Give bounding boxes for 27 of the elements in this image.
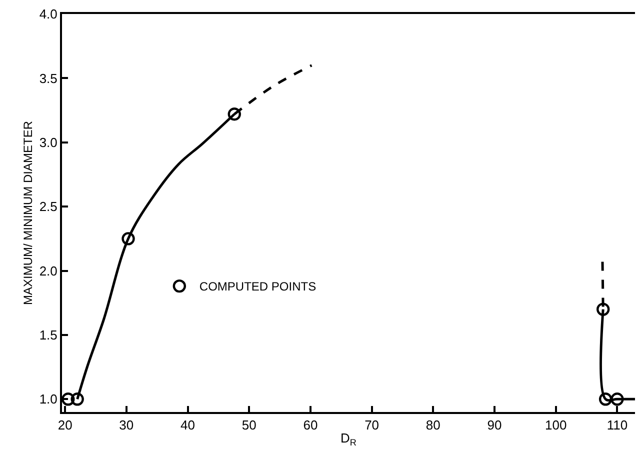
point	[598, 392, 612, 406]
x-tick-label: 60	[303, 418, 318, 433]
y-axis-title: MAXIMUM/ MINIMUM DIAMETER	[21, 120, 36, 305]
point	[62, 392, 75, 406]
point	[228, 108, 241, 121]
x-tick-label: 80	[426, 418, 440, 433]
x-tick-label: 40	[180, 418, 196, 433]
x-tick-label: 110	[606, 418, 628, 433]
point	[70, 392, 84, 406]
point	[610, 392, 624, 406]
y-tick-label: 1.0	[39, 392, 58, 407]
x-axis-title: D$_{R}$	[340, 430, 357, 448]
x-tick-label: 100	[545, 418, 567, 433]
x-tick-label: 20	[58, 418, 72, 433]
legend-label: COMPUTED POINTS	[199, 280, 316, 294]
y-tick-label: 3.5	[39, 70, 58, 86]
y-tick-label: 4.0	[39, 6, 58, 22]
y-tick-label: 1.5	[39, 328, 58, 343]
y-tick-label: 2.5	[39, 199, 58, 214]
point	[122, 232, 135, 246]
point	[596, 302, 610, 316]
y-tick-label: 2.0	[39, 263, 58, 278]
y-tick-label: 3.0	[39, 134, 58, 150]
x-tick-label: 90	[487, 418, 502, 433]
x-tick-label: 30	[119, 418, 134, 433]
x-tick-label: 70	[364, 418, 380, 433]
x-tick-label: 50	[242, 418, 256, 433]
